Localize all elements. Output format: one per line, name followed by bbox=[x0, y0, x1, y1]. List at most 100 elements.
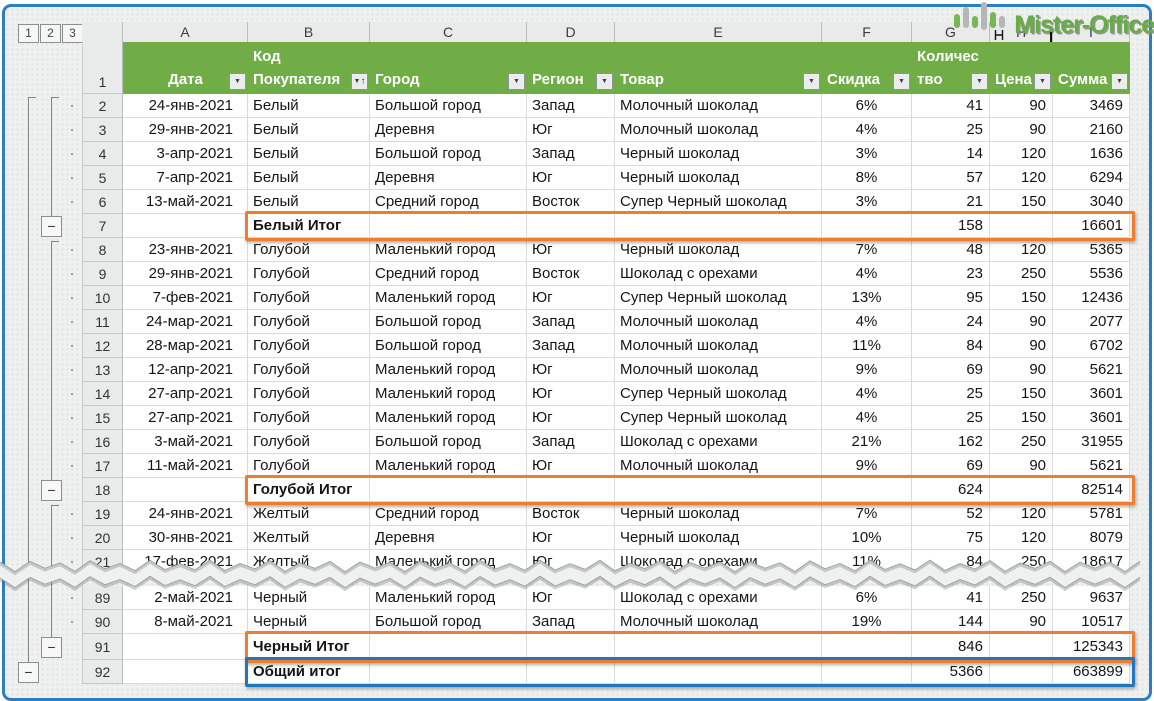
cell-G19[interactable]: 52 bbox=[912, 502, 990, 526]
cell-B17[interactable]: Голубой bbox=[248, 454, 370, 478]
cell-E5[interactable]: Черный шоколад bbox=[615, 166, 822, 190]
cell-D92[interactable] bbox=[527, 660, 615, 684]
cell-H15[interactable]: 150 bbox=[990, 406, 1053, 430]
cell-I89[interactable]: 9637 bbox=[1053, 586, 1130, 610]
cell-I3[interactable]: 2160 bbox=[1053, 118, 1130, 142]
cell-E21[interactable]: Шоколад с орехами bbox=[615, 550, 822, 574]
row-number-10[interactable]: 10 bbox=[82, 286, 123, 310]
column-letter-B[interactable]: B bbox=[248, 22, 370, 42]
cell-G3[interactable]: 25 bbox=[912, 118, 990, 142]
cell-E6[interactable]: Супер Черный шоколад bbox=[615, 190, 822, 214]
column-letter-E[interactable]: E bbox=[615, 22, 822, 42]
cell-D20[interactable]: Юг bbox=[527, 526, 615, 550]
cell-D91[interactable] bbox=[527, 634, 615, 660]
cell-F8[interactable]: 7% bbox=[822, 238, 912, 262]
row-number-17[interactable]: 17 bbox=[82, 454, 123, 478]
cell-I21[interactable]: 18617 bbox=[1053, 550, 1130, 574]
cell-B92[interactable]: Общий итог bbox=[248, 660, 370, 684]
cell-I12[interactable]: 6702 bbox=[1053, 334, 1130, 358]
filter-button-G[interactable]: ▼ bbox=[971, 73, 988, 90]
cell-C2[interactable]: Большой город bbox=[370, 94, 527, 118]
collapse-button-row-91[interactable]: − bbox=[41, 637, 62, 658]
cell-H11[interactable]: 90 bbox=[990, 310, 1053, 334]
cell-E9[interactable]: Шоколад с орехами bbox=[615, 262, 822, 286]
cell-E16[interactable]: Шоколад с орехами bbox=[615, 430, 822, 454]
cell-E92[interactable] bbox=[615, 660, 822, 684]
cell-H91[interactable] bbox=[990, 634, 1053, 660]
cell-D5[interactable]: Юг bbox=[527, 166, 615, 190]
cell-E89[interactable]: Шоколад с орехами bbox=[615, 586, 822, 610]
cell-H10[interactable]: 150 bbox=[990, 286, 1053, 310]
outline-level-button-1[interactable]: 1 bbox=[18, 24, 39, 43]
cell-H13[interactable]: 90 bbox=[990, 358, 1053, 382]
collapse-button-row-7[interactable]: − bbox=[41, 216, 62, 237]
cell-A18[interactable] bbox=[123, 478, 248, 502]
cell-D10[interactable]: Юг bbox=[527, 286, 615, 310]
cell-I18[interactable]: 82514 bbox=[1053, 478, 1130, 502]
row-number-16[interactable]: 16 bbox=[82, 430, 123, 454]
cell-C13[interactable]: Маленький город bbox=[370, 358, 527, 382]
cell-F16[interactable]: 21% bbox=[822, 430, 912, 454]
cell-I90[interactable]: 10517 bbox=[1053, 610, 1130, 634]
cell-G15[interactable]: 25 bbox=[912, 406, 990, 430]
cell-C6[interactable]: Средний город bbox=[370, 190, 527, 214]
cell-D8[interactable]: Юг bbox=[527, 238, 615, 262]
cell-G4[interactable]: 14 bbox=[912, 142, 990, 166]
cell-H5[interactable]: 120 bbox=[990, 166, 1053, 190]
cell-I9[interactable]: 5536 bbox=[1053, 262, 1130, 286]
cell-B19[interactable]: Желтый bbox=[248, 502, 370, 526]
row-number-19[interactable]: 19 bbox=[82, 502, 123, 526]
cell-H4[interactable]: 120 bbox=[990, 142, 1053, 166]
row-number-4[interactable]: 4 bbox=[82, 142, 123, 166]
cell-A12[interactable]: 28-мар-2021 bbox=[123, 334, 248, 358]
cell-I4[interactable]: 1636 bbox=[1053, 142, 1130, 166]
cell-G9[interactable]: 23 bbox=[912, 262, 990, 286]
cell-C5[interactable]: Деревня bbox=[370, 166, 527, 190]
cell-H8[interactable]: 120 bbox=[990, 238, 1053, 262]
cell-I19[interactable]: 5781 bbox=[1053, 502, 1130, 526]
cell-I92[interactable]: 663899 bbox=[1053, 660, 1130, 684]
cell-E11[interactable]: Молочный шоколад bbox=[615, 310, 822, 334]
cell-G6[interactable]: 21 bbox=[912, 190, 990, 214]
column-letter-H[interactable]: H bbox=[990, 22, 1053, 42]
cell-B6[interactable]: Белый bbox=[248, 190, 370, 214]
cell-H21[interactable]: 250 bbox=[990, 550, 1053, 574]
cell-A15[interactable]: 27-апр-2021 bbox=[123, 406, 248, 430]
cell-F89[interactable]: 6% bbox=[822, 586, 912, 610]
cell-F4[interactable]: 3% bbox=[822, 142, 912, 166]
cell-A13[interactable]: 12-апр-2021 bbox=[123, 358, 248, 382]
cell-A21[interactable]: 17-фев-2021 bbox=[123, 550, 248, 574]
cell-H16[interactable]: 250 bbox=[990, 430, 1053, 454]
cell-F21[interactable]: 11% bbox=[822, 550, 912, 574]
column-letter-I[interactable]: I bbox=[1053, 22, 1130, 42]
cell-G21[interactable]: 84 bbox=[912, 550, 990, 574]
cell-I91[interactable]: 125343 bbox=[1053, 634, 1130, 660]
filter-button-D[interactable]: ▼ bbox=[596, 73, 613, 90]
cell-A16[interactable]: 3-май-2021 bbox=[123, 430, 248, 454]
cell-A89[interactable]: 2-май-2021 bbox=[123, 586, 248, 610]
filter-button-B[interactable]: ▼ ↑ bbox=[351, 73, 368, 90]
cell-B14[interactable]: Голубой bbox=[248, 382, 370, 406]
column-letter-A[interactable]: A bbox=[123, 22, 248, 42]
row-number-7[interactable]: 7 bbox=[82, 214, 123, 238]
cell-B91[interactable]: Черный Итог bbox=[248, 634, 370, 660]
cell-D4[interactable]: Запад bbox=[527, 142, 615, 166]
cell-C92[interactable] bbox=[370, 660, 527, 684]
cell-H2[interactable]: 90 bbox=[990, 94, 1053, 118]
cell-H92[interactable] bbox=[990, 660, 1053, 684]
cell-B9[interactable]: Голубой bbox=[248, 262, 370, 286]
cell-I11[interactable]: 2077 bbox=[1053, 310, 1130, 334]
cell-F90[interactable]: 19% bbox=[822, 610, 912, 634]
cell-G7[interactable]: 158 bbox=[912, 214, 990, 238]
column-letter-F[interactable]: F bbox=[822, 22, 912, 42]
cell-D6[interactable]: Восток bbox=[527, 190, 615, 214]
cell-G89[interactable]: 41 bbox=[912, 586, 990, 610]
row-number-2[interactable]: 2 bbox=[82, 94, 123, 118]
cell-A17[interactable]: 11-май-2021 bbox=[123, 454, 248, 478]
cell-B4[interactable]: Белый bbox=[248, 142, 370, 166]
row-number-6[interactable]: 6 bbox=[82, 190, 123, 214]
cell-A19[interactable]: 24-янв-2021 bbox=[123, 502, 248, 526]
cell-E91[interactable] bbox=[615, 634, 822, 660]
cell-B7[interactable]: Белый Итог bbox=[248, 214, 370, 238]
cell-C12[interactable]: Большой город bbox=[370, 334, 527, 358]
